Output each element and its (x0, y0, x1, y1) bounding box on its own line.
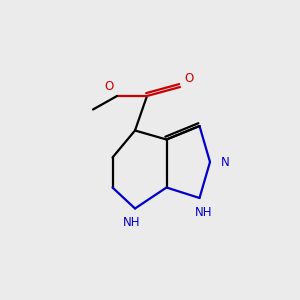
Text: NH: NH (195, 206, 213, 218)
Text: O: O (184, 73, 194, 85)
Text: NH: NH (123, 216, 141, 229)
Text: O: O (104, 80, 113, 93)
Text: N: N (220, 155, 229, 169)
